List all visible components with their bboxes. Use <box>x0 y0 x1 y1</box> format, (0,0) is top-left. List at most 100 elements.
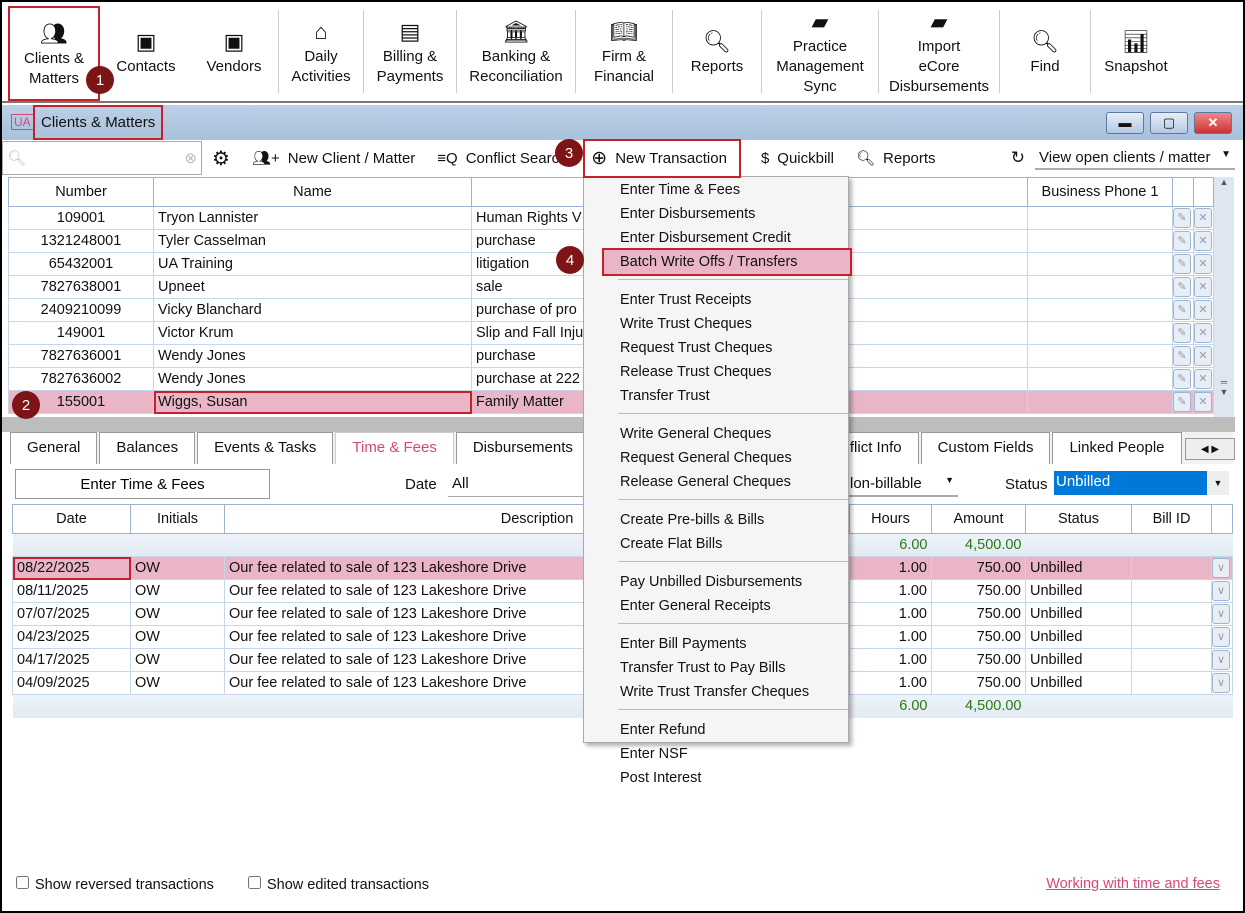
edit-icon[interactable]: ✎ <box>1173 231 1191 251</box>
menu-item-transfer-trust[interactable]: Transfer Trust <box>620 388 710 404</box>
edit-icon[interactable]: ✎ <box>1173 323 1191 343</box>
chevron-down-icon[interactable]: ∨ <box>1212 581 1230 601</box>
toolbar-clients-matters[interactable]: 👥︎ Clients & Matters <box>8 6 100 101</box>
new-client-button[interactable]: 👥︎+ New Client / Matter <box>252 149 415 168</box>
tab-disbursements[interactable]: Disbursements <box>455 432 590 464</box>
edit-icon[interactable]: ✎ <box>1173 300 1191 320</box>
col-hours[interactable]: Hours <box>849 504 932 534</box>
col-date[interactable]: Date <box>12 504 131 534</box>
tab-custom-fields[interactable]: Custom Fields <box>920 432 1051 464</box>
toolbar-find[interactable]: 🔍︎ Find <box>1000 2 1090 101</box>
toolbar-daily-activities[interactable]: ⌂ Daily Activities <box>279 2 363 101</box>
delete-icon[interactable]: ✕ <box>1194 392 1212 412</box>
conflict-search-button[interactable]: ≡Q Conflict Search <box>437 150 567 167</box>
menu-item-enter-bill-payments[interactable]: Enter Bill Payments <box>620 636 747 652</box>
edit-icon[interactable]: ✎ <box>1173 392 1191 412</box>
menu-item-write-general-cheques[interactable]: Write General Cheques <box>620 426 772 442</box>
delete-icon[interactable]: ✕ <box>1194 346 1212 366</box>
reports-button[interactable]: 🔍︎ Reports <box>856 149 936 168</box>
delete-icon[interactable]: ✕ <box>1194 323 1212 343</box>
chevron-down-icon[interactable]: ∨ <box>1212 627 1230 647</box>
col-business-phone[interactable]: Business Phone 1 <box>1027 177 1173 207</box>
show-reversed-checkbox[interactable]: Show reversed transactions <box>16 876 214 893</box>
new-transaction-button[interactable]: ⊕ New Transaction <box>583 138 741 178</box>
delete-icon[interactable]: ✕ <box>1194 208 1212 228</box>
delete-icon[interactable]: ✕ <box>1194 369 1212 389</box>
search-input[interactable]: 🔍︎ ⊗ <box>2 141 202 175</box>
clients-scrollbar[interactable]: ▲ ═ ▼ <box>1214 177 1234 417</box>
chevron-down-icon[interactable]: ∨ <box>1212 650 1230 670</box>
toolbar-contacts[interactable]: ▣ Contacts <box>102 2 190 101</box>
reports-label: Reports <box>883 149 936 167</box>
col-bill-id[interactable]: Bill ID <box>1131 504 1212 534</box>
toolbar-import-ecore-disbursements[interactable]: ▰ Import eCore Disbursements <box>879 2 999 101</box>
quickbill-button[interactable]: $ Quickbill <box>761 150 834 167</box>
menu-item-transfer-trust-to-pay-bills[interactable]: Transfer Trust to Pay Bills <box>620 660 786 676</box>
delete-icon[interactable]: ✕ <box>1194 231 1212 251</box>
menu-item-request-trust-cheques[interactable]: Request Trust Cheques <box>620 340 773 356</box>
billable-select[interactable]: lon-billable ▼ <box>846 471 958 497</box>
col-initials[interactable]: Initials <box>130 504 225 534</box>
tab-general[interactable]: General <box>10 432 98 464</box>
edit-icon[interactable]: ✎ <box>1173 277 1191 297</box>
menu-item-batch-write-offs-transfers[interactable]: Batch Write Offs / Transfers <box>602 248 852 276</box>
toolbar-vendors[interactable]: ▣ Vendors <box>190 2 278 101</box>
edit-icon[interactable]: ✎ <box>1173 369 1191 389</box>
tab-scroll[interactable]: ◀ ▶ <box>1185 438 1235 460</box>
col-name[interactable]: Name <box>153 177 472 207</box>
toolbar-practice-management-sync[interactable]: ▰ Practice Management Sync <box>762 2 878 101</box>
help-link[interactable]: Working with time and fees <box>1046 876 1220 892</box>
edit-icon[interactable]: ✎ <box>1173 208 1191 228</box>
toolbar-snapshot[interactable]: 📊︎ Snapshot <box>1091 2 1181 101</box>
toolbar-billing-payments[interactable]: ▤ Billing & Payments <box>364 2 456 101</box>
menu-item-enter-disbursements[interactable]: Enter Disbursements <box>620 206 756 222</box>
delete-icon[interactable]: ✕ <box>1194 300 1212 320</box>
col-number[interactable]: Number <box>8 177 154 207</box>
menu-item-enter-trust-receipts[interactable]: Enter Trust Receipts <box>620 292 752 308</box>
menu-item-request-general-cheques[interactable]: Request General Cheques <box>620 450 792 466</box>
tab-linked-people[interactable]: Linked People <box>1052 432 1182 464</box>
tab-balances[interactable]: Balances <box>99 432 196 464</box>
show-edited-checkbox[interactable]: Show edited transactions <box>247 876 429 893</box>
refresh-icon[interactable]: ↻ <box>1010 148 1025 167</box>
toolbar-banking-reconciliation[interactable]: 🏛︎ Banking & Reconciliation <box>457 2 575 101</box>
menu-item-enter-time-fees[interactable]: Enter Time & Fees <box>620 182 741 198</box>
menu-item-write-trust-cheques[interactable]: Write Trust Cheques <box>620 316 752 332</box>
enter-time-fees-button[interactable]: Enter Time & Fees <box>15 469 270 499</box>
bank-icon: 🏛︎ <box>502 18 530 44</box>
tab-time-fees[interactable]: Time & Fees <box>335 432 454 464</box>
view-select[interactable]: View open clients / matter ▼ <box>1035 147 1235 170</box>
fee-initials: OW <box>130 556 225 580</box>
clear-icon[interactable]: ⊗ <box>184 150 197 167</box>
menu-item-create-pre-bills-bills[interactable]: Create Pre-bills & Bills <box>620 512 765 528</box>
delete-icon[interactable]: ✕ <box>1194 277 1212 297</box>
col-amount[interactable]: Amount <box>931 504 1026 534</box>
date-select[interactable]: All <box>448 471 583 497</box>
menu-item-pay-unbilled-disbursements[interactable]: Pay Unbilled Disbursements <box>620 574 803 590</box>
toolbar-reports[interactable]: 🔍︎ Reports <box>673 2 761 101</box>
status-select[interactable]: Unbilled ▼ <box>1054 471 1229 495</box>
menu-item-write-trust-transfer-cheques[interactable]: Write Trust Transfer Cheques <box>620 684 810 700</box>
delete-icon[interactable]: ✕ <box>1194 254 1212 274</box>
edit-icon[interactable]: ✎ <box>1173 346 1191 366</box>
chevron-down-icon[interactable]: ∨ <box>1212 604 1230 624</box>
close-button[interactable]: ✕ <box>1194 112 1232 134</box>
settings-button[interactable]: ⚙ <box>212 146 230 171</box>
menu-item-enter-nsf[interactable]: Enter NSF <box>620 746 688 762</box>
edit-icon[interactable]: ✎ <box>1173 254 1191 274</box>
menu-item-release-trust-cheques[interactable]: Release Trust Cheques <box>620 364 772 380</box>
col-status[interactable]: Status <box>1025 504 1132 534</box>
menu-item-enter-general-receipts[interactable]: Enter General Receipts <box>620 598 771 614</box>
toolbar-firm-financial[interactable]: 📖︎ Firm & Financial <box>576 2 672 101</box>
menu-item-enter-disbursement-credit[interactable]: Enter Disbursement Credit <box>620 230 791 246</box>
minimize-button[interactable]: ▬ <box>1106 112 1144 134</box>
chevron-down-icon[interactable]: ∨ <box>1212 558 1230 578</box>
tab-flict-info[interactable]: flict Info <box>846 432 919 464</box>
maximize-button[interactable]: ▢ <box>1150 112 1188 134</box>
menu-item-release-general-cheques[interactable]: Release General Cheques <box>620 474 791 490</box>
menu-item-post-interest[interactable]: Post Interest <box>620 770 702 786</box>
tab-events-tasks[interactable]: Events & Tasks <box>197 432 334 464</box>
menu-item-create-flat-bills[interactable]: Create Flat Bills <box>620 536 723 552</box>
chevron-down-icon[interactable]: ∨ <box>1212 673 1230 693</box>
menu-item-enter-refund[interactable]: Enter Refund <box>620 722 706 738</box>
